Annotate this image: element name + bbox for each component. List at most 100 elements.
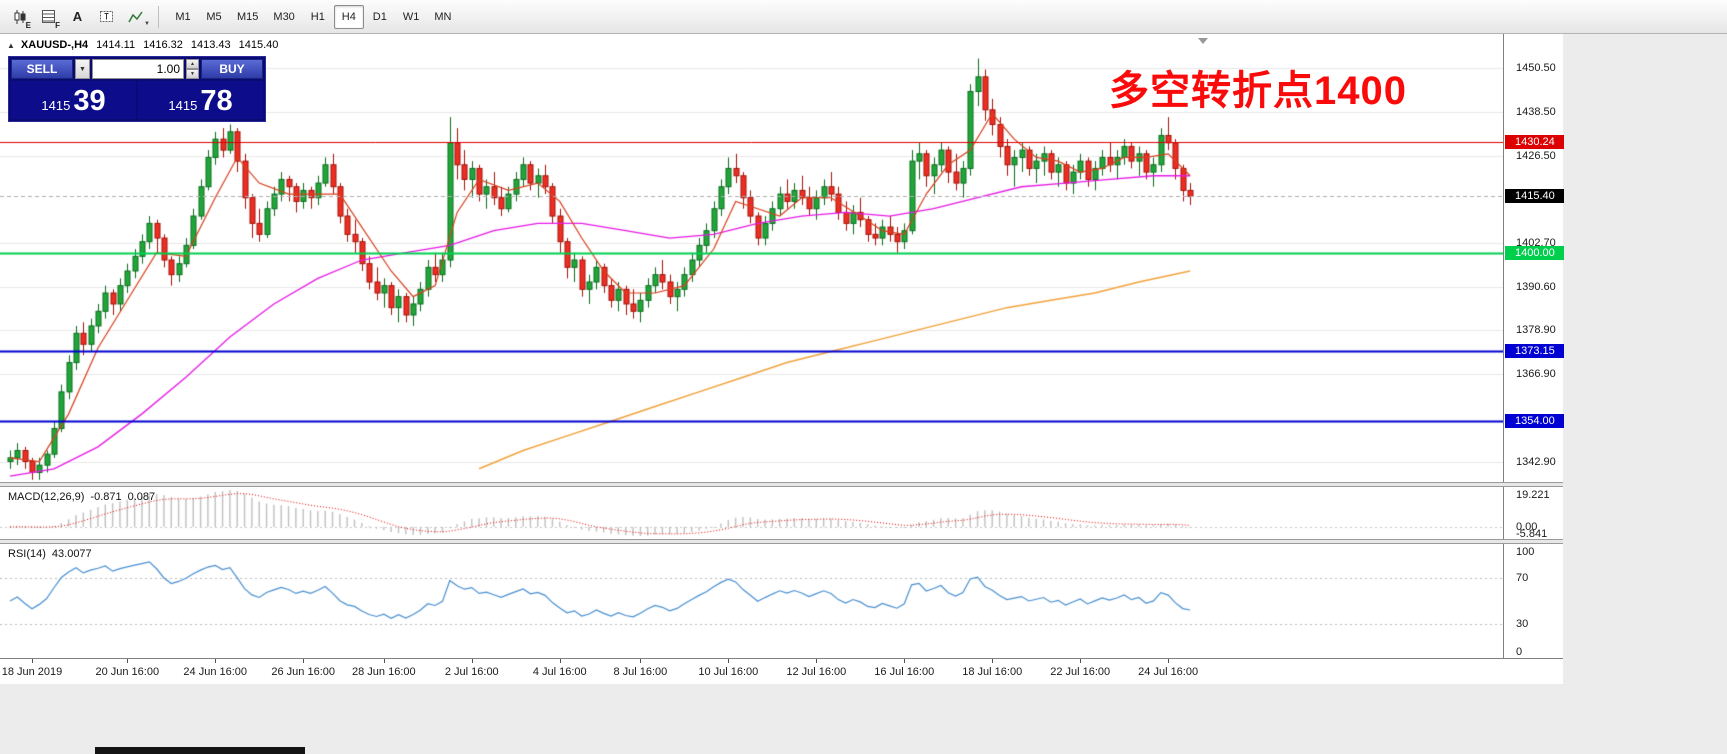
hline-price-badge: 1430.24 — [1505, 134, 1564, 149]
macd-axis-label: 19.221 — [1516, 489, 1550, 501]
time-axis-label: 4 Jul 16:00 — [532, 666, 587, 678]
sell-button[interactable]: SELL — [11, 59, 73, 79]
symbol-timeframe-label: XAUUSD-,H4 — [20, 39, 89, 51]
panel-splitter[interactable] — [0, 539, 1563, 544]
open-price: 1414.11 — [96, 39, 136, 51]
time-axis-label: 18 Jun 2019 — [1, 666, 63, 678]
sell-price-big: 39 — [73, 85, 106, 117]
rsi-axis-label: 100 — [1516, 546, 1535, 558]
time-axis-tick — [32, 659, 33, 663]
time-axis-label: 16 Jul 16:00 — [874, 666, 935, 678]
timeframe-button-MN[interactable]: MN — [434, 10, 452, 23]
time-axis-tick — [127, 659, 128, 663]
time-axis-label: 28 Jun 16:00 — [352, 666, 416, 678]
data-window-tool-button[interactable]: F — [35, 4, 62, 30]
time-axis-tick — [1080, 659, 1081, 663]
chart-window: ▲ XAUUSD-,H4 1414.11 1416.32 1413.43 141… — [0, 34, 1564, 684]
timeframe-button-M1[interactable]: M1 — [175, 10, 191, 23]
low-price: 1413.43 — [190, 39, 231, 51]
rsi-axis-label: 30 — [1516, 617, 1529, 630]
macd-title: MACD(12,26,9) — [8, 491, 85, 503]
textbox-tool-button[interactable] — [93, 4, 120, 30]
textbox-icon — [100, 11, 113, 22]
price-tick-label: 1438.50 — [1516, 105, 1556, 118]
candlestick-chart-tool-button[interactable]: E — [6, 4, 33, 30]
spin-up-button[interactable]: ▲ — [186, 59, 199, 69]
time-axis-label: 10 Jul 16:00 — [698, 666, 759, 678]
time-axis-tick — [384, 659, 385, 663]
macd-axis-label: -5.841 — [1516, 528, 1548, 540]
timeframe-button-H1[interactable]: H1 — [310, 10, 325, 23]
time-axis-label: 22 Jul 16:00 — [1050, 666, 1111, 678]
time-axis-label: 8 Jul 16:00 — [613, 666, 668, 678]
time-axis-label: 2 Jul 16:00 — [444, 666, 499, 678]
right-empty-panel — [1564, 34, 1727, 754]
indicator-line-icon — [128, 11, 143, 22]
price-scale[interactable]: 1450.50 1438.50 1426.50 1402.70 1390.60 1378.… — [1503, 34, 1564, 658]
time-axis-tick — [816, 659, 817, 663]
price-tick-label: 1390.60 — [1516, 281, 1556, 294]
chart-shift-marker[interactable] — [1198, 38, 1208, 44]
timeframe-button-H4[interactable]: H4 — [333, 4, 364, 29]
sell-price-display: 1415 39 — [11, 81, 136, 119]
time-axis-tick — [303, 659, 304, 663]
timeframe-button-M15[interactable]: M15 — [237, 10, 259, 23]
time-axis-tick — [904, 659, 905, 663]
time-axis-label: 24 Jun 16:00 — [183, 666, 248, 678]
chart-toolbar: E F A ▼ M1 M5 M1 — [0, 0, 1727, 34]
timeframe-button-M30[interactable]: M30 — [273, 10, 295, 23]
one-click-trading-panel: SELL ▼ ▲ ▼ BUY 1415 39 1415 78 — [8, 56, 266, 122]
hline-price-badge: 1373.15 — [1505, 344, 1564, 359]
timeframe-button-M5[interactable]: M5 — [206, 10, 222, 23]
time-axis-tick — [1168, 659, 1169, 663]
rsi-axis-label: 70 — [1516, 572, 1529, 585]
chart-canvas[interactable] — [0, 34, 1503, 658]
time-scale[interactable]: 18 Jun 2019 20 Jun 16:00 24 Jun 16:00 26 Ju… — [0, 658, 1563, 684]
close-price: 1415.40 — [238, 39, 279, 51]
toolbar-separator — [158, 5, 159, 28]
bottom-empty-area — [0, 684, 1564, 754]
grid-icon — [42, 10, 55, 23]
time-axis-tick — [728, 659, 729, 663]
macd-signal-value: 0.087 — [127, 491, 156, 503]
price-tick-label: 1342.90 — [1516, 455, 1556, 468]
taskbar-fragment — [95, 747, 305, 754]
time-axis-label: 24 Jul 16:00 — [1138, 666, 1199, 678]
timeframe-button-group: M1 M5 M15 M30 H1 H4 D1 W1 MN — [168, 4, 458, 29]
one-click-collapse-icon[interactable]: ▲ — [7, 40, 15, 50]
chevron-down-icon: ▼ — [144, 20, 150, 27]
text-tool-button[interactable]: A — [64, 4, 91, 30]
time-axis-label: 12 Jul 16:00 — [786, 666, 847, 678]
candlestick-icon — [14, 9, 25, 24]
chart-annotation: 多空转折点1400 — [1109, 69, 1407, 113]
rsi-axis-label: 0 — [1516, 646, 1523, 658]
price-tick-label: 1366.90 — [1516, 367, 1556, 380]
volume-dropdown-button[interactable]: ▼ — [75, 59, 90, 79]
time-axis-tick — [560, 659, 561, 663]
volume-spinner: ▲ ▼ — [186, 59, 199, 79]
macd-main-value: -0.871 — [90, 491, 122, 503]
buy-price-display: 1415 78 — [138, 81, 263, 119]
time-axis-tick — [992, 659, 993, 663]
spin-down-button[interactable]: ▼ — [186, 69, 199, 79]
rsi-indicator-label: RSI(14) 43.0077 — [8, 548, 92, 560]
tool-badge: F — [55, 20, 60, 30]
macd-indicator-label: MACD(12,26,9) -0.871 0.087 — [8, 491, 155, 503]
price-tick-label: 1426.50 — [1516, 149, 1556, 162]
panel-splitter[interactable] — [0, 482, 1563, 487]
volume-input[interactable] — [92, 59, 184, 79]
buy-price-big: 78 — [200, 85, 233, 117]
rsi-value: 43.0077 — [51, 548, 92, 560]
chevron-down-icon: ▼ — [79, 65, 86, 73]
indicators-tool-button[interactable]: ▼ — [122, 4, 150, 30]
timeframe-button-D1[interactable]: D1 — [372, 10, 387, 23]
high-price: 1416.32 — [143, 39, 183, 51]
chart-header: ▲ XAUUSD-,H4 1414.11 1416.32 1413.43 141… — [7, 39, 278, 51]
buy-button[interactable]: BUY — [201, 59, 263, 79]
buy-price-small: 1415 — [168, 98, 198, 113]
tool-badge: E — [25, 20, 31, 30]
time-axis-label: 18 Jul 16:00 — [962, 666, 1023, 678]
timeframe-button-W1[interactable]: W1 — [402, 10, 420, 23]
price-tick-label: 1378.90 — [1516, 323, 1556, 336]
time-axis-tick — [215, 659, 216, 663]
